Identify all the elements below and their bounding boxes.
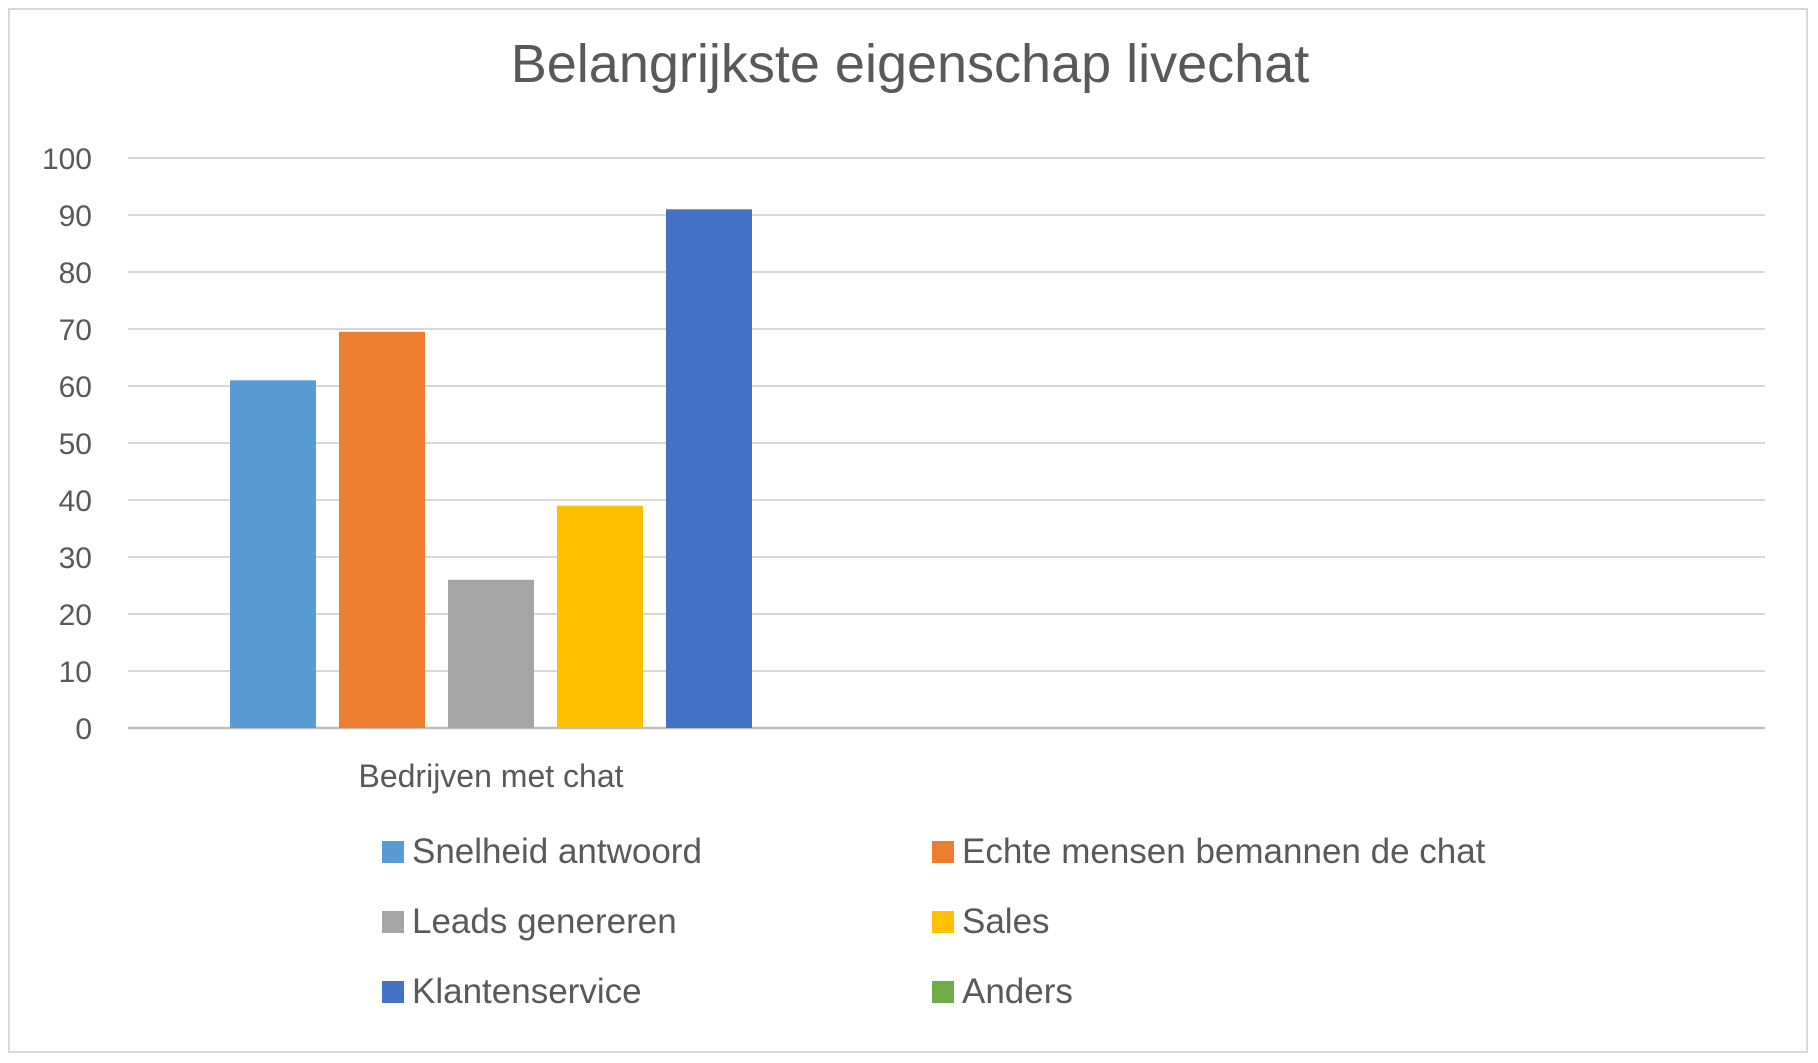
bars — [230, 209, 752, 729]
legend-swatch — [382, 911, 404, 933]
legend-swatch — [932, 911, 954, 933]
y-tick-label: 0 — [75, 713, 92, 746]
y-tick-label: 40 — [59, 485, 92, 518]
y-tick-label: 100 — [42, 143, 92, 176]
y-tick-label: 60 — [59, 371, 92, 404]
legend-swatch — [382, 981, 404, 1003]
chart-frame: Belangrijkste eigenschap livechat 0 10 20 3… — [8, 8, 1808, 1053]
y-tick-label: 30 — [59, 542, 92, 575]
bar-chart: Belangrijkste eigenschap livechat 0 10 20 3… — [42, 34, 1765, 1011]
legend-swatch — [382, 841, 404, 863]
chart-title: Belangrijkste eigenschap livechat — [511, 34, 1309, 94]
legend-label: Sales — [962, 902, 1050, 941]
bar-sales — [557, 505, 643, 728]
legend-label: Snelheid antwoord — [412, 832, 702, 871]
bar-leads-genereren — [448, 579, 534, 728]
y-tick-label: 20 — [59, 599, 92, 632]
legend-label: Echte mensen bemannen de chat — [962, 832, 1486, 871]
y-tick-label: 70 — [59, 314, 92, 347]
bar-echte-mensen-bemannen-de-chat — [339, 331, 425, 728]
x-axis-categories: Bedrijven met chat — [358, 758, 623, 794]
legend-label: Anders — [962, 972, 1073, 1011]
legend-swatch — [932, 981, 954, 1003]
y-axis-ticks: 0 10 20 30 40 50 60 70 80 90 100 — [42, 143, 92, 746]
bar-snelheid-antwoord — [230, 380, 316, 728]
legend-label: Leads genereren — [412, 902, 677, 941]
legend: Snelheid antwoord Echte mensen bemannen d… — [382, 832, 1486, 1011]
y-tick-label: 80 — [59, 257, 92, 290]
x-category-label: Bedrijven met chat — [358, 758, 623, 794]
y-tick-label: 10 — [59, 656, 92, 689]
y-tick-label: 50 — [59, 428, 92, 461]
bar-klantenservice — [666, 209, 752, 729]
legend-label: Klantenservice — [412, 972, 642, 1011]
y-tick-label: 90 — [59, 200, 92, 233]
legend-swatch — [932, 841, 954, 863]
